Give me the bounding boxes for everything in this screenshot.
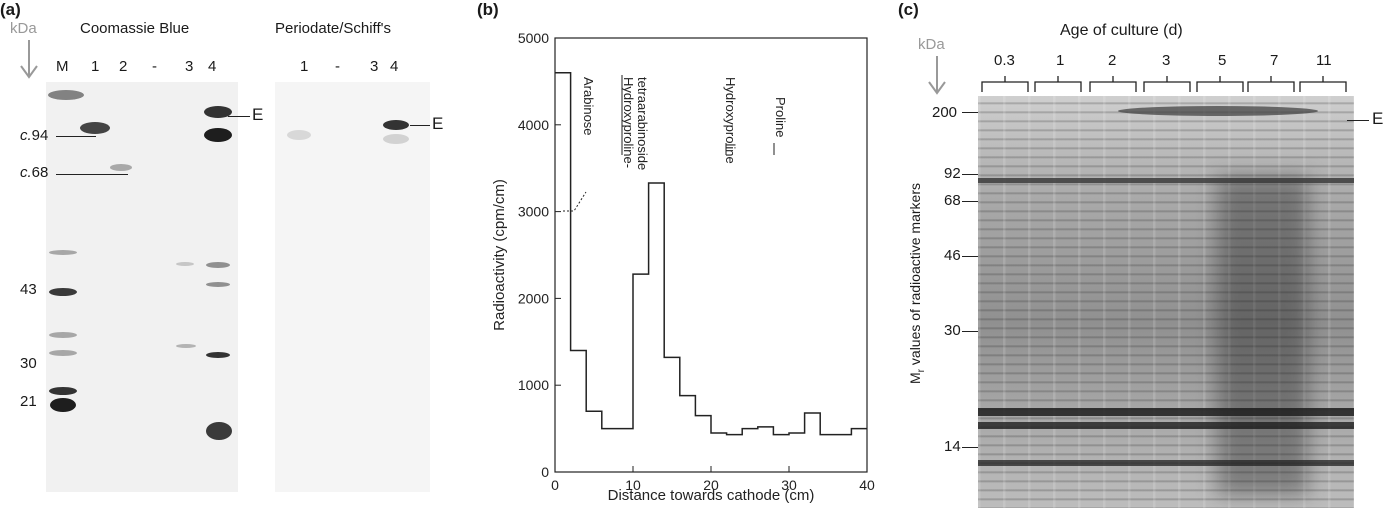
panel-b-label: (b) — [477, 0, 499, 19]
tick-46 — [962, 256, 978, 257]
x-axis-label: Distance towards cathode (cm) — [608, 487, 815, 504]
annotation-hydroxyproline: Hydroxyproline — [723, 77, 738, 164]
panel-a-label: (a) — [0, 0, 21, 19]
age-5: 5 — [1218, 52, 1227, 69]
x-tick-label: 20 — [703, 477, 719, 493]
lane-label-4: 4 — [208, 58, 217, 75]
autoradiograph-gel — [978, 96, 1354, 508]
x-tick-label: 10 — [625, 477, 641, 493]
y-tick-label: 1000 — [518, 377, 549, 393]
marker-c-14: 14 — [944, 438, 961, 455]
age-7: 7 — [1270, 52, 1279, 69]
x-tick-label: 40 — [859, 477, 875, 493]
marker-c94-line — [56, 136, 96, 137]
coomassie-gel — [46, 82, 238, 492]
lane-label-1: 1 — [91, 58, 100, 75]
down-arrow-icon-c — [927, 56, 947, 96]
y-tick-label: 5000 — [518, 30, 549, 46]
lane-label-dash: - — [152, 58, 157, 75]
age-0-3: 0.3 — [994, 52, 1015, 69]
schiff-title: Periodate/Schiff's — [275, 20, 391, 37]
schiff-lane-1: 1 — [300, 58, 309, 75]
x-tick-label: 30 — [781, 477, 797, 493]
tick-200 — [962, 112, 978, 113]
age-11: 11 — [1316, 52, 1332, 69]
y-tick-label: 4000 — [518, 117, 549, 133]
e-line-left — [228, 116, 250, 117]
down-arrow-icon — [19, 40, 39, 80]
series-line — [555, 71, 867, 436]
schiff-lane-3: 3 — [370, 58, 379, 75]
lane-brackets — [981, 76, 1347, 92]
lane-label-2: 2 — [119, 58, 128, 75]
marker-c94: c.94 — [20, 127, 49, 144]
e-line-right — [410, 125, 430, 126]
tick-68 — [962, 201, 978, 202]
marker-c-30: 30 — [944, 322, 961, 339]
tick-92 — [962, 174, 978, 175]
e-label-left: E — [252, 105, 264, 124]
arabinose-pointer — [563, 191, 587, 212]
panel-c-ylabel: Mr values of radioactive markers — [907, 183, 927, 384]
schiff-gel — [275, 82, 430, 492]
schiff-lane-4: 4 — [390, 58, 399, 75]
coomassie-title: Coomassie Blue — [80, 20, 190, 37]
marker-c-46: 46 — [944, 247, 961, 264]
y-tick-label: 0 — [541, 464, 549, 480]
x-tick-label: 0 — [551, 477, 559, 493]
annotation-hyp-line1: Hydroxyproline- — [621, 77, 636, 168]
annotation-hyp-line2: tetraarabinoside — [635, 77, 650, 170]
plot-frame — [554, 37, 868, 473]
panel-c-label: (c) — [898, 0, 919, 19]
y-tick-label: 3000 — [518, 204, 549, 220]
e-line-c — [1347, 120, 1369, 121]
marker-43: 43 — [20, 281, 37, 298]
marker-c68: c.68 — [20, 164, 49, 181]
age-1: 1 — [1056, 52, 1065, 69]
marker-21: 21 — [20, 393, 37, 410]
annotation-arabinose: Arabinose — [581, 77, 596, 136]
radioactivity-chart: 0 10 20 30 40 0 1000 2000 3000 4000 5000 Distance … — [491, 30, 875, 504]
y-tick-label: 2000 — [518, 290, 549, 306]
marker-c-68: 68 — [944, 192, 961, 209]
tick-30 — [962, 331, 978, 332]
schiff-lane-dash: - — [335, 58, 340, 75]
age-3: 3 — [1162, 52, 1171, 69]
kda-label: kDa — [10, 20, 37, 37]
kda-label-c: kDa — [918, 36, 945, 53]
tick-14 — [962, 447, 978, 448]
e-label-right: E — [432, 114, 444, 133]
marker-30: 30 — [20, 355, 37, 372]
e-label-c: E — [1372, 109, 1384, 128]
annotation-proline: Proline — [773, 97, 788, 137]
age-title: Age of culture (d) — [1060, 22, 1183, 39]
age-2: 2 — [1108, 52, 1117, 69]
y-axis-label: Radioactivity (cpm/cm) — [491, 179, 508, 331]
marker-c-200: 200 — [932, 104, 958, 121]
marker-c68-line — [56, 174, 128, 175]
lane-label-3: 3 — [185, 58, 194, 75]
lane-label-m: M — [56, 58, 69, 75]
marker-c-92: 92 — [944, 165, 961, 182]
